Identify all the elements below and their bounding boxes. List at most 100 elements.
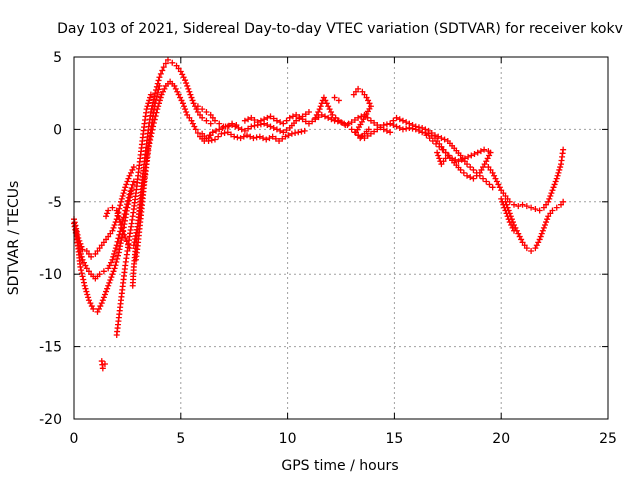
data-point [129, 166, 136, 173]
data-point [254, 119, 261, 126]
data-point [77, 263, 84, 270]
data-point [528, 204, 535, 211]
data-point [434, 149, 441, 156]
data-point [543, 219, 550, 226]
data-point [435, 133, 442, 140]
data-point [298, 128, 305, 135]
data-point [224, 129, 231, 136]
data-point [150, 123, 157, 130]
data-point [470, 175, 477, 182]
data-point [455, 158, 462, 165]
data-point [445, 152, 452, 159]
data-point [99, 297, 106, 304]
data-point [79, 273, 86, 280]
y-tick-label: 5 [53, 50, 62, 66]
data-point [117, 219, 124, 226]
data-point [502, 207, 509, 214]
y-tick-label: -15 [39, 340, 62, 356]
data-point [556, 166, 563, 173]
data-point [270, 115, 277, 122]
data-point [419, 124, 426, 131]
data-point [267, 113, 274, 120]
data-point [126, 197, 133, 204]
data-point [289, 113, 296, 120]
data-point [280, 129, 287, 136]
data-point [302, 118, 309, 125]
data-point [169, 59, 176, 66]
y-tick-label: -5 [48, 195, 62, 211]
data-point [109, 227, 116, 234]
data-point [503, 210, 510, 217]
data-point [211, 136, 218, 143]
data-point [549, 207, 556, 214]
data-point [183, 109, 190, 116]
data-point [511, 201, 518, 208]
data-point [124, 204, 131, 211]
data-point [305, 120, 312, 127]
chart-title: Day 103 of 2021, Sidereal Day-to-day VTE… [57, 21, 623, 37]
data-point [302, 111, 309, 118]
data-point [486, 152, 493, 159]
data-point [88, 303, 95, 310]
data-point [87, 300, 94, 307]
data-point [390, 117, 397, 124]
data-point [266, 135, 273, 142]
data-point [477, 148, 484, 155]
x-tick-label: 10 [279, 431, 297, 447]
data-point [560, 198, 567, 205]
data-point [426, 135, 433, 142]
data-point [272, 135, 279, 142]
data-point [81, 282, 88, 289]
data-point [552, 178, 559, 185]
data-point [476, 172, 483, 179]
data-point [515, 230, 522, 237]
data-point [150, 120, 157, 127]
data-point [150, 96, 157, 103]
data-point [104, 285, 111, 292]
data-point [251, 122, 258, 129]
data-point [179, 71, 186, 78]
data-point [119, 193, 126, 200]
data-point [505, 216, 512, 223]
data-point [261, 116, 268, 123]
data-point [365, 97, 372, 104]
data-point [452, 156, 459, 163]
data-point [393, 123, 400, 130]
data-point [316, 106, 323, 113]
data-point [194, 103, 201, 110]
data-point [82, 262, 89, 269]
data-point [355, 132, 362, 139]
data-point [423, 132, 430, 139]
data-point [474, 149, 481, 156]
data-point [348, 119, 355, 126]
data-point [147, 109, 154, 116]
data-point [539, 227, 546, 234]
data-point [80, 276, 87, 283]
data-point [387, 120, 394, 127]
data-point [118, 195, 125, 202]
data-point [371, 119, 378, 126]
data-point [467, 164, 474, 171]
data-point [551, 181, 558, 188]
data-point [442, 149, 449, 156]
data-point [545, 198, 552, 205]
data-point [159, 67, 166, 74]
data-point [355, 85, 362, 92]
data-point [245, 116, 252, 123]
data-point [112, 248, 119, 255]
data-point [364, 132, 371, 139]
data-point [221, 130, 228, 137]
data-point [393, 114, 400, 121]
data-point [485, 148, 492, 155]
data-point [495, 181, 502, 188]
data-point [194, 130, 201, 137]
data-point [256, 133, 263, 140]
data-point [152, 113, 159, 120]
data-point [286, 114, 293, 121]
data-point [95, 305, 102, 312]
data-point [504, 213, 511, 220]
data-point [396, 116, 403, 123]
data-point [371, 128, 378, 135]
data-point [114, 255, 121, 262]
data-point [205, 137, 212, 144]
